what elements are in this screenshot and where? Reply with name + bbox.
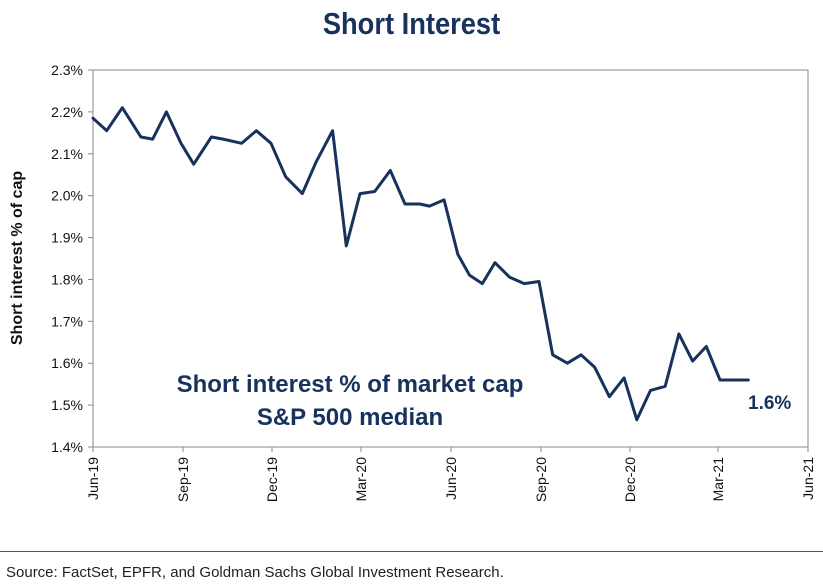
source-note: Source: FactSet, EPFR, and Goldman Sachs… [6,564,504,581]
y-tick-label: 2.3% [51,62,83,78]
line-chart: Short interest % of cap 1.4% 1.5% 1.6% 1.7%… [9,62,816,502]
y-tick-label: 1.7% [51,313,83,329]
y-tick-label: 1.8% [51,271,83,287]
x-tick-label: Mar-20 [353,457,369,502]
y-tick-label: 2.2% [51,104,83,120]
x-tick-label: Jun-21 [800,457,816,500]
y-axis-label: Short interest % of cap [9,171,26,345]
y-tick-label: 1.5% [51,397,83,413]
y-tick-label: 1.6% [51,355,83,371]
x-tick-label: Jun-20 [443,457,459,500]
y-tick-label: 1.4% [51,439,83,455]
x-tick-label: Mar-21 [710,457,726,502]
x-tick-label: Jun-19 [85,457,101,500]
x-tick-label: Sep-20 [533,457,549,502]
end-value-label: 1.6% [748,393,791,414]
footer-divider [0,551,823,552]
annotation-line-2: S&P 500 median [257,404,443,431]
annotation-line-1: Short interest % of market cap [177,371,524,398]
y-tick-label: 2.0% [51,188,83,204]
x-tick-label: Dec-20 [622,457,638,502]
chart-title: Short Interest [322,6,501,41]
y-tick-label: 1.9% [51,230,83,246]
y-tick-label: 2.1% [51,146,83,162]
x-tick-label: Sep-19 [175,457,191,502]
series-line-short-interest [91,106,750,422]
x-tick-label: Dec-19 [264,457,280,502]
